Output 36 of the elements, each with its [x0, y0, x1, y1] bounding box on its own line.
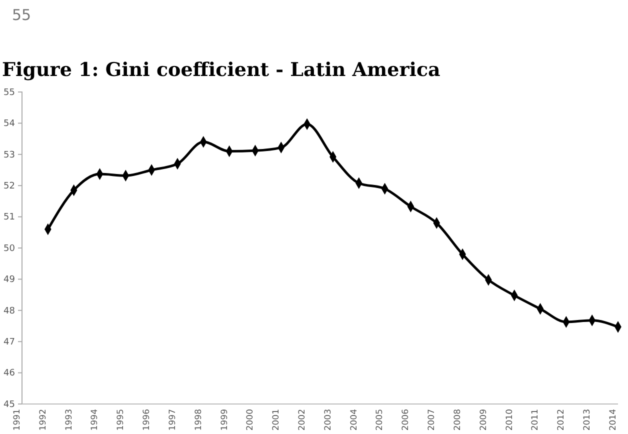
y-tick-label: 55	[4, 88, 15, 98]
y-tick-label: 50	[4, 244, 16, 254]
y-tick-label: 51	[4, 212, 15, 223]
y-tick-label: 54	[4, 119, 16, 130]
x-tick-label: 1995	[116, 409, 126, 431]
y-tick-label: 49	[4, 275, 16, 286]
y-tick-label: 48	[4, 306, 16, 316]
x-tick-label: 2014	[608, 409, 618, 431]
x-tick-label: 1998	[194, 409, 204, 431]
x-tick-label: 2002	[297, 409, 308, 431]
x-tick-label: 1991	[12, 409, 22, 431]
x-tick-label: 1993	[64, 409, 74, 431]
x-tick-label: 1999	[220, 409, 230, 431]
y-tick-label: 53	[4, 150, 15, 160]
chart-title: Figure 1: Gini coefficient - Latin America	[2, 59, 440, 81]
x-tick-label: 2008	[452, 409, 463, 431]
y-tick-label: 52	[4, 181, 15, 192]
x-tick-label: 2011	[530, 409, 541, 431]
x-tick-label: 2009	[478, 409, 489, 431]
y-tick-label: 45	[4, 400, 15, 410]
x-tick-label: 2004	[349, 409, 360, 431]
x-tick-label: 2001	[272, 409, 282, 431]
x-tick-label: 1996	[142, 409, 152, 431]
x-tick-label: 1994	[90, 409, 100, 431]
x-tick-label: 2007	[427, 409, 438, 431]
x-tick-label: 2010	[504, 409, 515, 431]
x-tick-label: 2000	[246, 409, 256, 431]
x-tick-label: 2012	[556, 409, 567, 431]
y-tick-label: 46	[4, 368, 16, 379]
x-tick-label: 2003	[323, 409, 334, 431]
y-tick-label: 47	[4, 337, 15, 348]
x-tick-label: 1992	[38, 409, 48, 431]
x-tick-label: 1997	[168, 409, 178, 431]
x-tick-label: 2006	[401, 409, 412, 431]
x-tick-label: 2013	[582, 409, 593, 431]
x-tick-label: 2005	[375, 409, 386, 431]
